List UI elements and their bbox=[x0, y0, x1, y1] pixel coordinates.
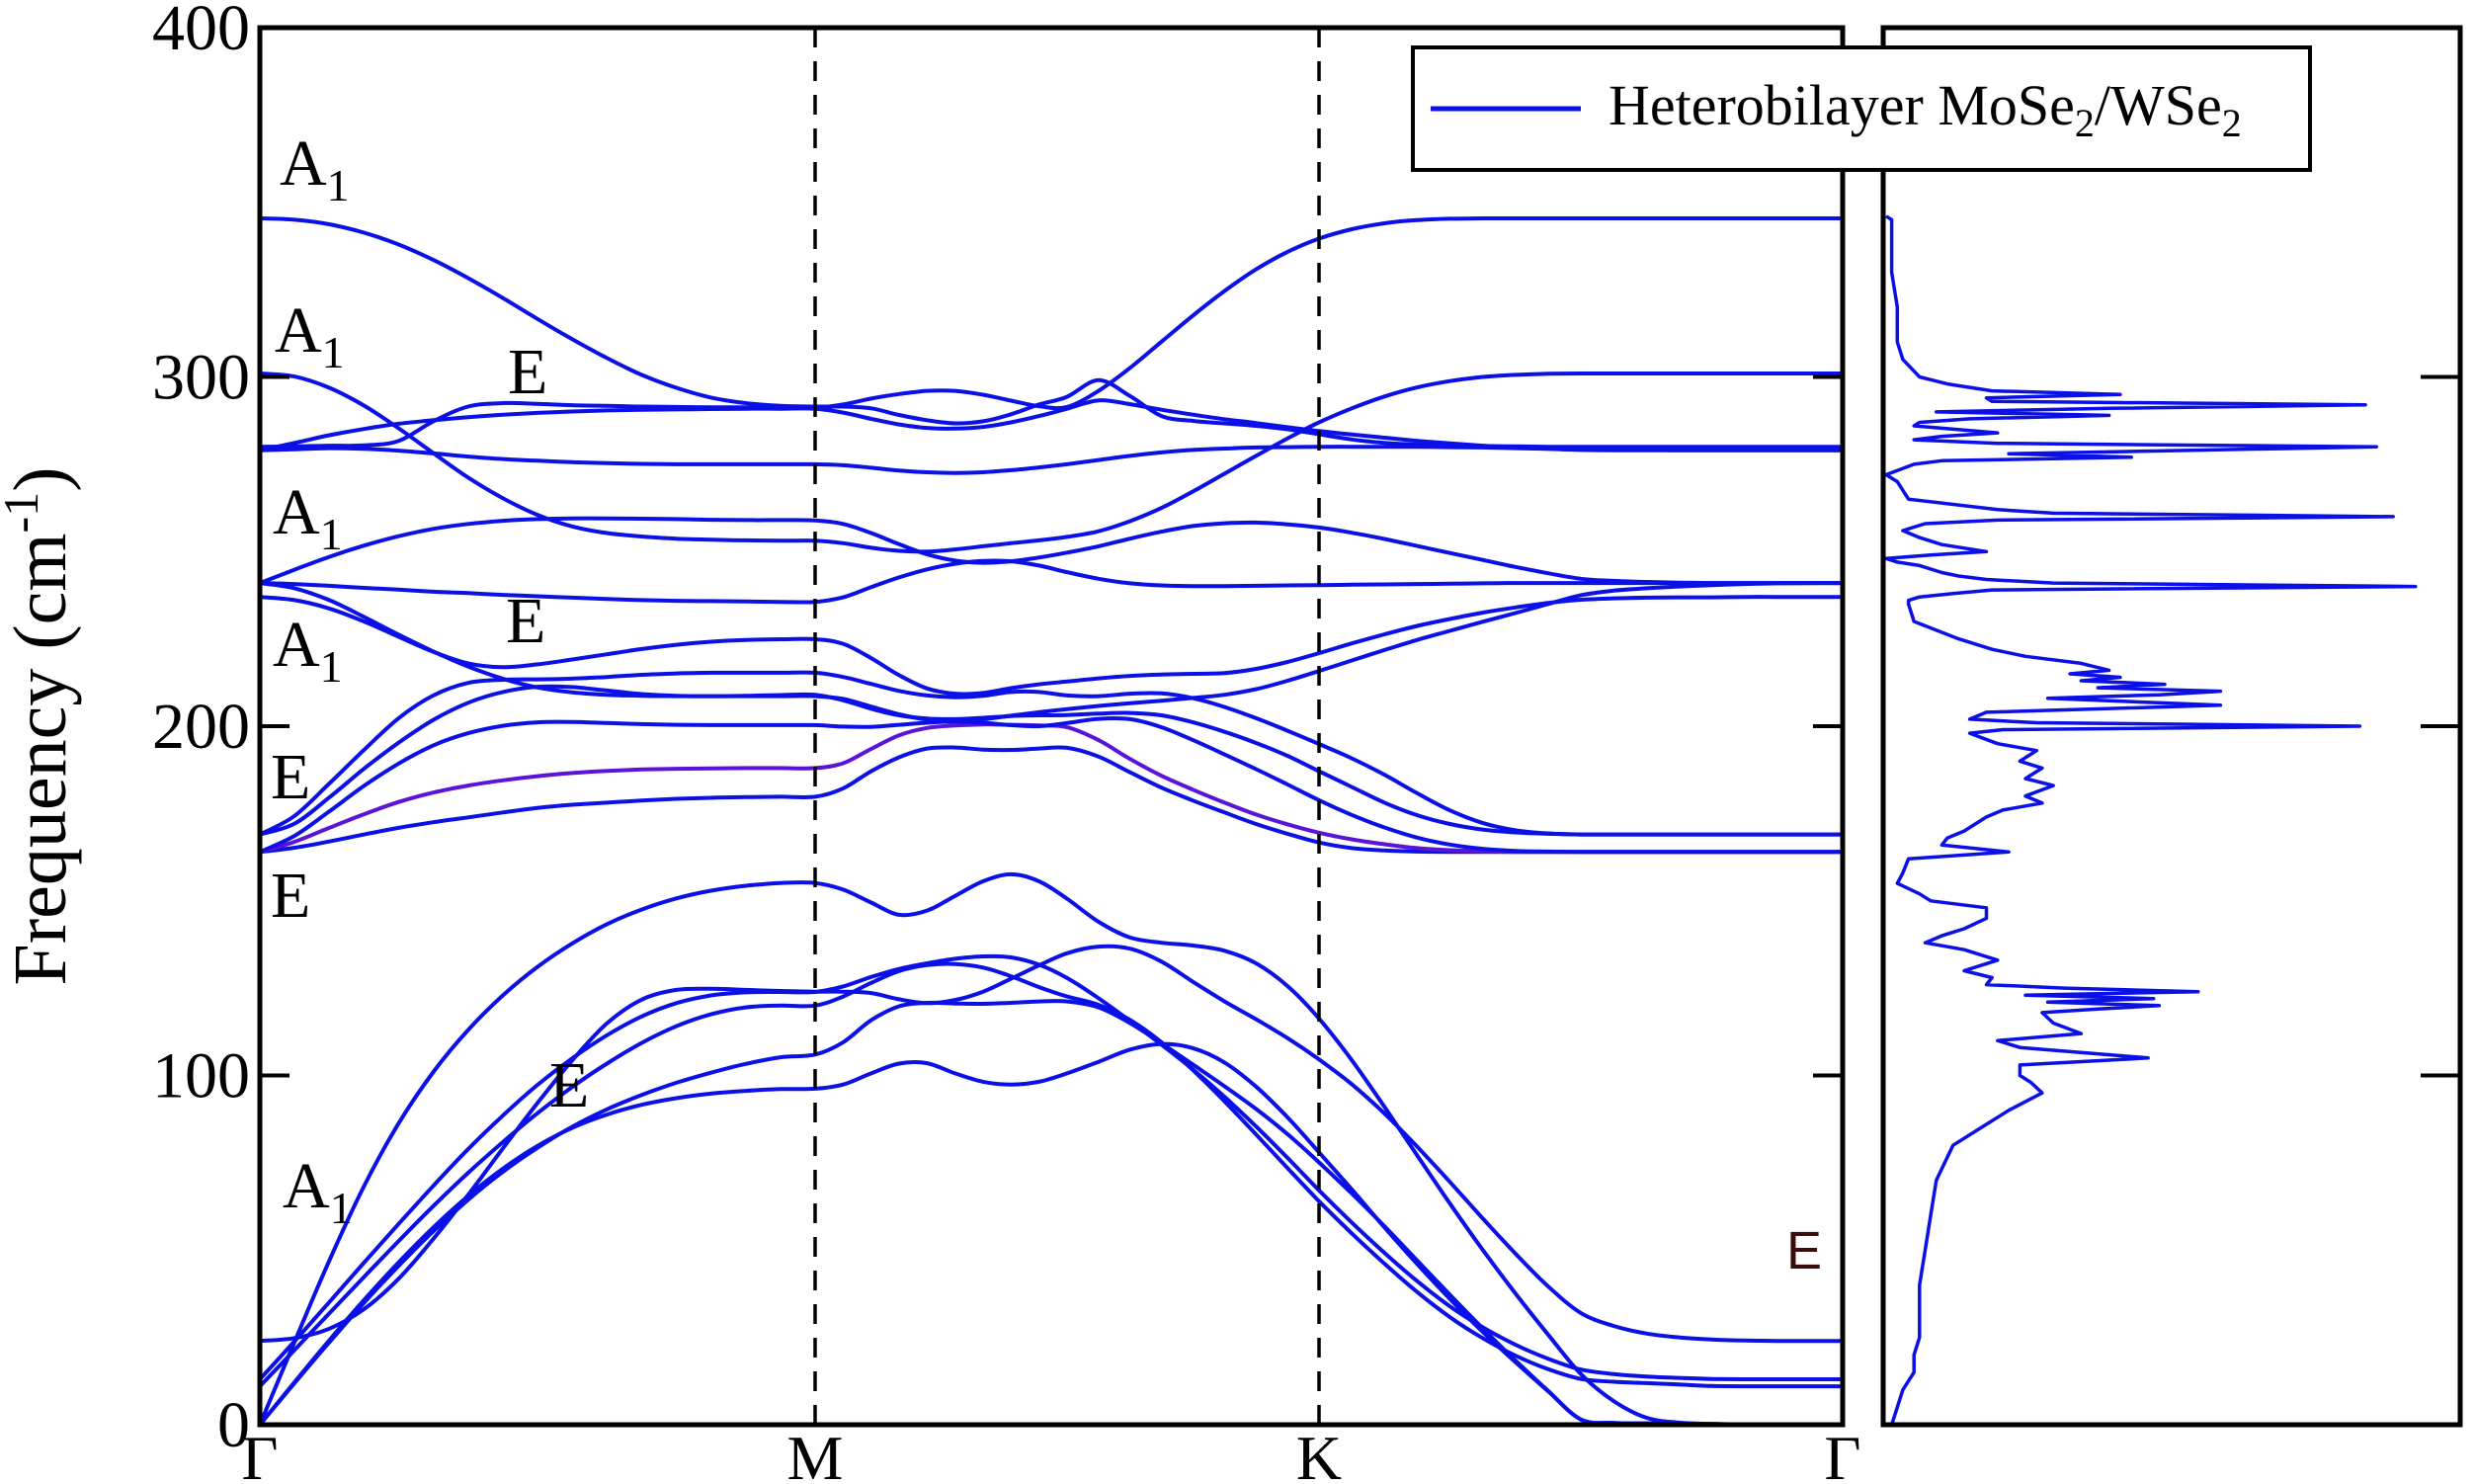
annotation-e-220: E bbox=[506, 585, 545, 657]
dispersion-branch-5 bbox=[259, 944, 1843, 1344]
annotation-a1-second: A1 bbox=[275, 294, 345, 377]
dispersion-branch-6 bbox=[258, 871, 1843, 1428]
dispersion-branch-1 bbox=[258, 1041, 1843, 1428]
dispersion-lines bbox=[258, 216, 1844, 1428]
dos-plot-frame bbox=[1880, 25, 2463, 1428]
x-tick-label: K bbox=[1296, 1423, 1342, 1484]
y-tick-label: 200 bbox=[152, 691, 250, 763]
dispersion-branch-12 bbox=[259, 595, 1843, 697]
y-tick-label: 300 bbox=[152, 342, 250, 414]
dispersion-branch-19 bbox=[259, 216, 1843, 450]
dispersion-branch-15 bbox=[259, 516, 1843, 586]
dispersion-branch-13 bbox=[259, 581, 1844, 723]
annotation-e-300: E bbox=[508, 336, 547, 408]
x-tick-label: Γ bbox=[242, 1423, 279, 1484]
annotation-a1-fourth: A1 bbox=[273, 609, 343, 692]
y-tick-label: 0 bbox=[217, 1389, 250, 1461]
dispersion-branch-16 bbox=[259, 371, 1843, 554]
annotation-e-155: E bbox=[271, 860, 310, 932]
dispersion-branch-18 bbox=[259, 398, 1843, 453]
dispersion-branch-11 bbox=[259, 670, 1843, 837]
annotation-a1-bottom: A1 bbox=[283, 1150, 353, 1233]
dispersion-branch-9 bbox=[259, 715, 1843, 855]
legend: Heterobilayer MoSe2/WSe2 bbox=[1411, 45, 2312, 172]
annotation-e-right: E bbox=[1786, 1221, 1822, 1280]
dos-curve bbox=[1884, 214, 2418, 1426]
y-axis-label: Frequency (cm-1) bbox=[0, 467, 82, 986]
x-tick-label: Γ bbox=[1825, 1423, 1861, 1484]
annotation-a1-top: A1 bbox=[280, 127, 350, 210]
dispersion-branch-4 bbox=[258, 953, 1843, 1382]
annotation-a1-third: A1 bbox=[273, 476, 343, 559]
dispersion-branch-3 bbox=[258, 961, 1843, 1389]
y-tick-label: 100 bbox=[152, 1040, 250, 1113]
dos-panel-lines bbox=[1884, 214, 2418, 1426]
legend-label: Heterobilayer MoSe2/WSe2 bbox=[1609, 73, 2242, 145]
dispersion-branch-14 bbox=[259, 558, 1843, 605]
y-tick-label: 400 bbox=[152, 0, 250, 64]
x-tick-label: M bbox=[787, 1423, 844, 1484]
dispersion-branch-20 bbox=[259, 216, 1843, 450]
annotation-e-97: E bbox=[549, 1049, 589, 1121]
dispersion-branch-2 bbox=[258, 999, 1843, 1428]
annotation-e-190: E bbox=[271, 741, 310, 813]
